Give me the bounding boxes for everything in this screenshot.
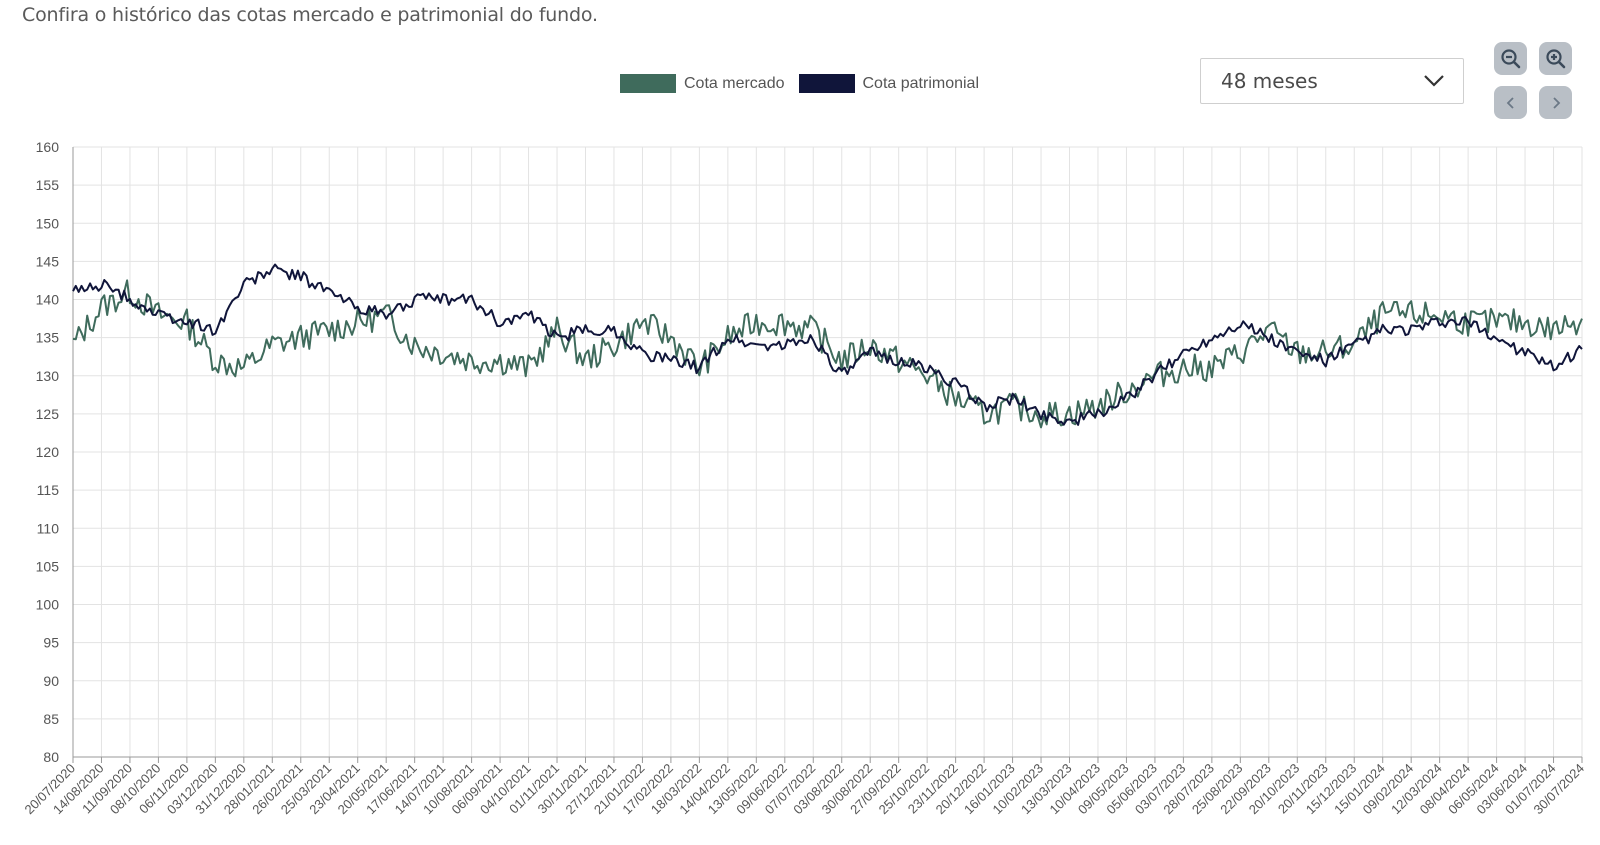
y-tick-label: 105 [36,558,60,574]
y-tick-label: 80 [43,749,59,765]
pan-left-button[interactable] [1494,86,1527,119]
chart-legend: Cota mercado Cota patrimonial [620,74,979,93]
zoom-out-button[interactable] [1494,42,1527,75]
zoom-out-icon [1500,48,1522,70]
zoom-in-icon [1545,48,1567,70]
y-tick-label: 160 [36,139,60,155]
chevron-right-icon [1549,96,1563,110]
series-line-cota-mercado [72,279,1583,429]
chevron-left-icon [1504,96,1518,110]
y-axis: 160 155 150 145 140 135 130 125 120 115 110 105 100 9… [36,139,74,765]
y-tick-label: 145 [36,253,60,269]
y-tick-label: 155 [36,177,60,193]
x-axis: 20/07/202014/08/202011/09/202008/10/2020… [21,756,1587,817]
legend-swatch-patrimonial [798,74,855,93]
zoom-in-button[interactable] [1539,42,1572,75]
period-select-value: 48 meses [1221,69,1318,93]
y-tick-label: 150 [36,215,60,231]
y-tick-label: 95 [43,635,59,651]
y-tick-label: 120 [36,444,60,460]
period-select[interactable]: 48 meses [1200,58,1464,104]
y-tick-label: 140 [36,292,60,308]
y-tick-label: 125 [36,406,60,422]
y-tick-label: 85 [43,711,59,727]
y-tick-label: 115 [37,482,60,498]
legend-label-patrimonial: Cota patrimonial [862,74,980,92]
y-tick-label: 135 [36,330,60,346]
legend-swatch-mercado [620,74,676,93]
chevron-down-icon [1423,69,1445,93]
y-tick-label: 130 [36,368,60,384]
series-layer [72,263,1583,429]
legend-item-mercado[interactable]: Cota mercado [620,74,785,93]
legend-item-patrimonial[interactable]: Cota patrimonial [798,74,980,93]
cotas-line-chart: 160 155 150 145 140 135 130 125 120 115 110 105 100 9… [21,139,1587,817]
y-tick-label: 100 [36,597,60,613]
y-tick-label: 110 [37,520,60,536]
page-intro-text: Confira o histórico das cotas mercado e … [22,4,598,26]
pan-right-button[interactable] [1539,86,1572,119]
grid-layer [72,146,1583,758]
y-tick-label: 90 [43,673,59,689]
legend-label-mercado: Cota mercado [684,74,785,92]
series-line-cota-patrimonial [72,263,1583,426]
